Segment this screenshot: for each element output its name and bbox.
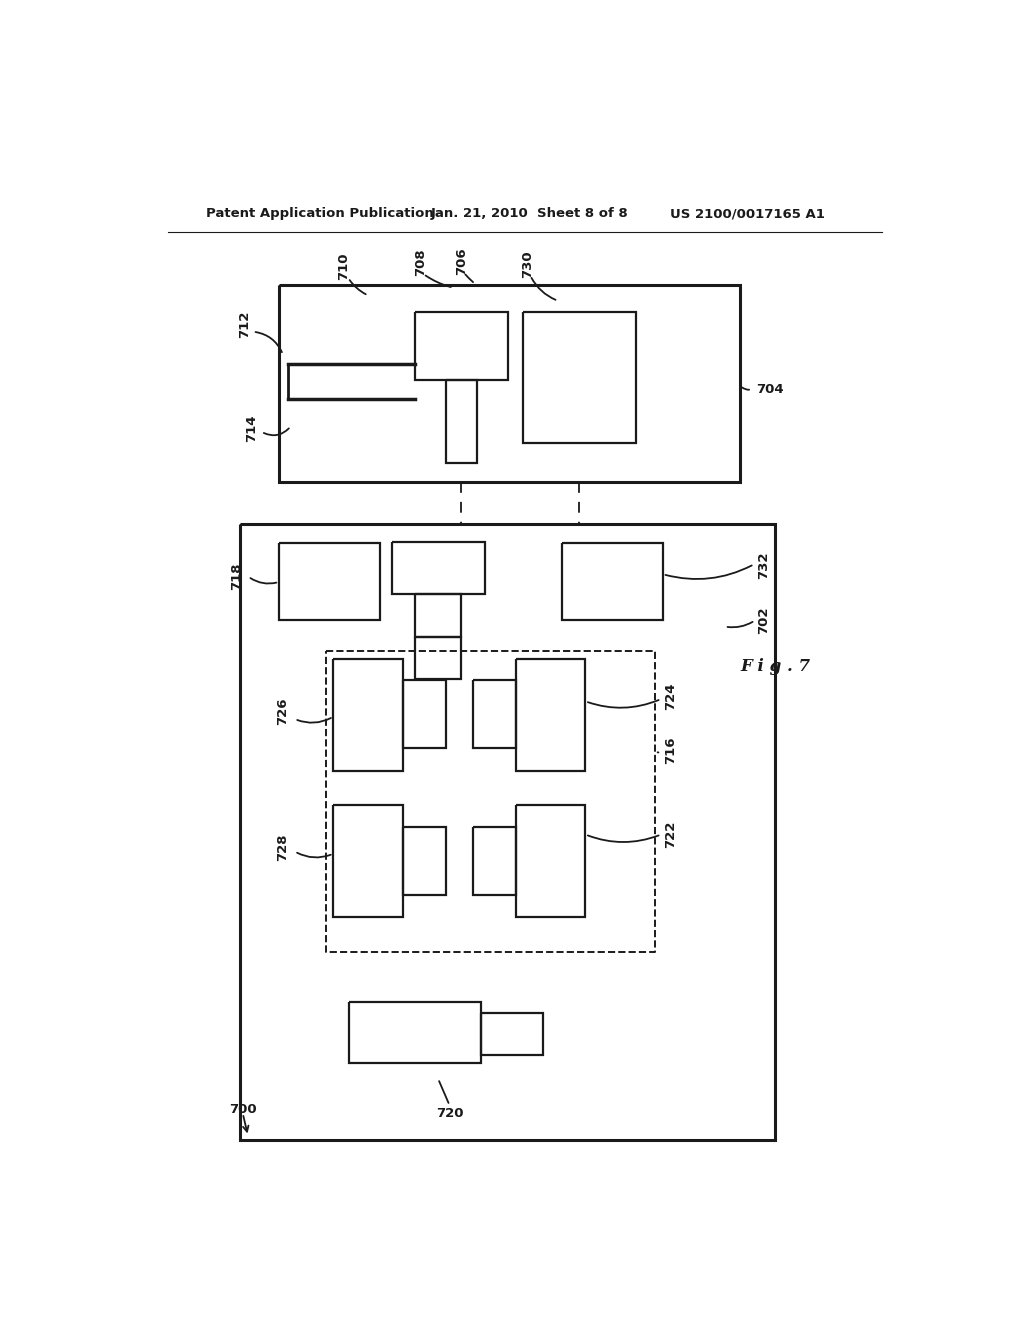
Text: 706: 706 — [455, 247, 468, 275]
Text: 718: 718 — [230, 562, 243, 590]
Text: 726: 726 — [276, 697, 290, 725]
Text: 700: 700 — [228, 1102, 256, 1115]
Text: 714: 714 — [246, 414, 258, 442]
Text: US 2100/0017165 A1: US 2100/0017165 A1 — [671, 207, 825, 220]
Text: 720: 720 — [436, 1106, 464, 1119]
Text: 708: 708 — [415, 248, 427, 276]
Text: 716: 716 — [664, 737, 677, 763]
Text: Patent Application Publication: Patent Application Publication — [206, 207, 433, 220]
Text: F i g . 7: F i g . 7 — [740, 659, 810, 675]
Text: 710: 710 — [337, 252, 350, 280]
Text: 712: 712 — [238, 310, 251, 338]
Text: 728: 728 — [276, 834, 290, 861]
Text: 722: 722 — [664, 821, 677, 849]
Text: Jan. 21, 2010  Sheet 8 of 8: Jan. 21, 2010 Sheet 8 of 8 — [430, 207, 628, 220]
Text: 704: 704 — [756, 383, 783, 396]
Text: 702: 702 — [757, 607, 770, 634]
Text: 724: 724 — [664, 682, 677, 710]
Text: 732: 732 — [757, 552, 770, 578]
Text: 730: 730 — [520, 249, 534, 277]
